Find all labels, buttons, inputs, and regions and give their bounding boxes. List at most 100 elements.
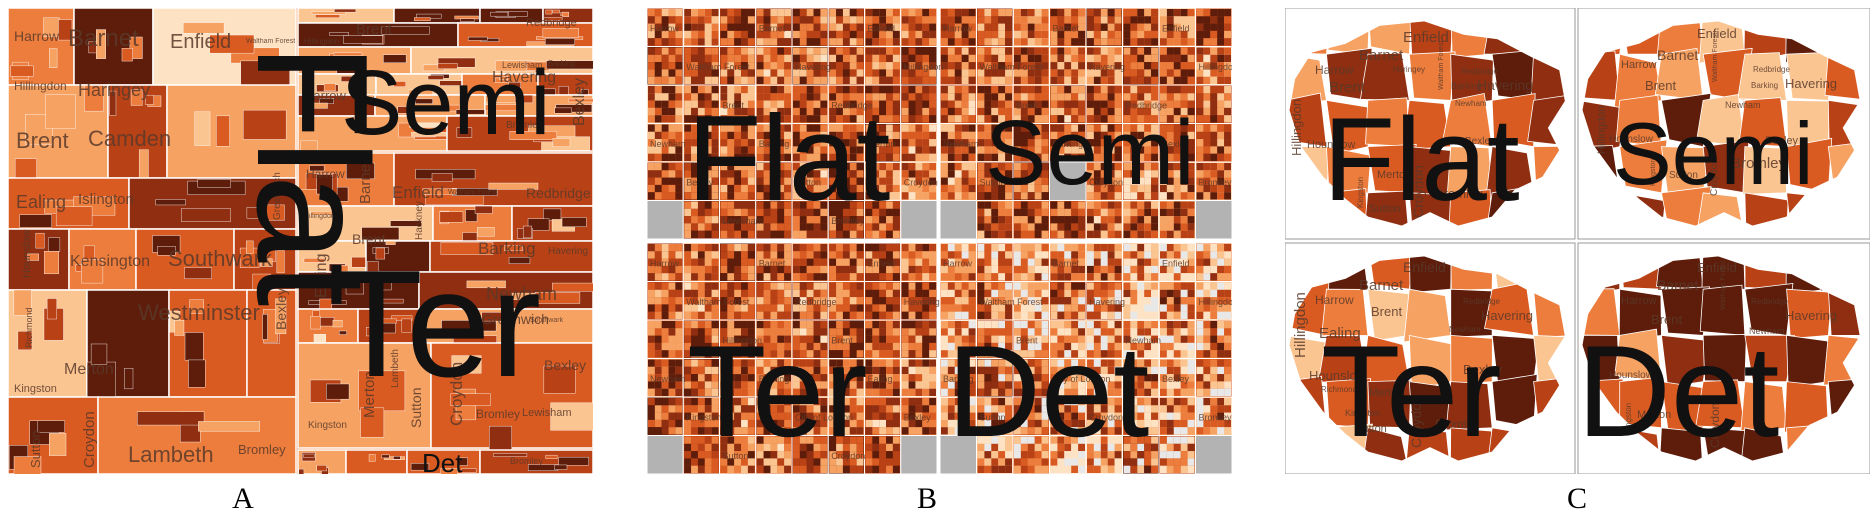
cell: [1123, 153, 1131, 161]
cell: [1210, 350, 1218, 358]
cell: [704, 131, 712, 140]
cell: [763, 258, 771, 266]
cell: [784, 76, 791, 84]
cell: [941, 388, 948, 396]
cell: [961, 177, 969, 185]
cell: [984, 366, 992, 375]
cell: [793, 93, 800, 101]
cell: [1160, 244, 1167, 252]
cell: [991, 311, 999, 319]
cell: [1203, 359, 1211, 367]
cell: [929, 342, 936, 351]
cell: [954, 62, 962, 70]
cell: [691, 304, 698, 312]
cell: [756, 139, 764, 147]
cell: [977, 304, 985, 312]
cell: [770, 69, 778, 77]
cell: [1114, 76, 1122, 84]
cell: [829, 131, 837, 140]
cell: [315, 276, 352, 282]
cell: [865, 465, 873, 473]
cell: [806, 366, 814, 375]
cell: [1057, 304, 1065, 312]
cell: [691, 177, 698, 185]
cell: [793, 398, 800, 406]
cell: [1137, 223, 1145, 231]
cell: [961, 86, 969, 94]
cell: [684, 328, 692, 336]
cell: [1078, 251, 1085, 259]
cell: [886, 230, 893, 238]
cell: [711, 427, 719, 435]
cell: [784, 359, 791, 367]
cell: [984, 273, 992, 281]
cell: [799, 398, 807, 406]
cell: [1180, 223, 1188, 231]
cell: [668, 350, 676, 358]
cell: [836, 170, 843, 178]
cell: [849, 115, 857, 123]
cell: [1210, 163, 1218, 171]
cell: [961, 350, 969, 358]
cell: [1166, 405, 1174, 413]
cell: [763, 419, 771, 428]
cell: [1196, 47, 1204, 55]
cell: [820, 388, 828, 396]
cell: [654, 47, 662, 55]
cell: [763, 54, 771, 63]
cell: [984, 47, 992, 55]
cell: [892, 451, 900, 459]
cell: [1187, 282, 1195, 290]
cell: [1071, 350, 1079, 358]
cell: [799, 311, 807, 319]
borough-label: Waltham Forest: [448, 189, 497, 196]
cell: [1100, 342, 1108, 351]
cell: [872, 282, 880, 290]
cell: [929, 321, 936, 329]
cell: [954, 244, 962, 252]
cell: [799, 251, 807, 259]
cell: [1078, 86, 1085, 94]
cell: [1224, 366, 1231, 375]
cell: [1005, 398, 1012, 406]
cell: [1196, 69, 1204, 77]
cell: [1005, 184, 1012, 193]
cell: [1173, 230, 1181, 238]
cell: [720, 146, 728, 154]
cell: [892, 458, 900, 466]
cell: [922, 62, 930, 70]
cell: [1100, 216, 1108, 224]
cell: [770, 93, 778, 101]
cell: [1160, 47, 1167, 55]
cell: [1166, 374, 1174, 382]
cell: [1064, 311, 1072, 319]
cell: [1180, 153, 1188, 161]
cell: [1173, 146, 1181, 154]
cell: [908, 282, 916, 290]
cell: [1130, 427, 1138, 435]
cell: [842, 427, 850, 435]
cell: [1224, 374, 1231, 382]
cell: [1114, 244, 1122, 252]
cell: [892, 350, 900, 358]
cell: [697, 427, 705, 435]
cell: [856, 244, 864, 252]
cell: [998, 289, 1006, 298]
cell: [977, 177, 985, 185]
cell: [961, 192, 969, 200]
cell: [799, 265, 807, 274]
cell: [929, 69, 936, 77]
cell: [668, 9, 676, 17]
cell: [1005, 124, 1012, 132]
cell: [1020, 201, 1028, 209]
cell: [1071, 86, 1079, 94]
cell: [941, 289, 948, 298]
cell: [668, 38, 676, 46]
cell: [1203, 177, 1211, 185]
cell: [908, 124, 916, 132]
cell: [1144, 107, 1152, 116]
cell: [1078, 342, 1085, 351]
cell: [697, 282, 705, 290]
cell: [137, 411, 205, 426]
cell: [1187, 311, 1195, 319]
